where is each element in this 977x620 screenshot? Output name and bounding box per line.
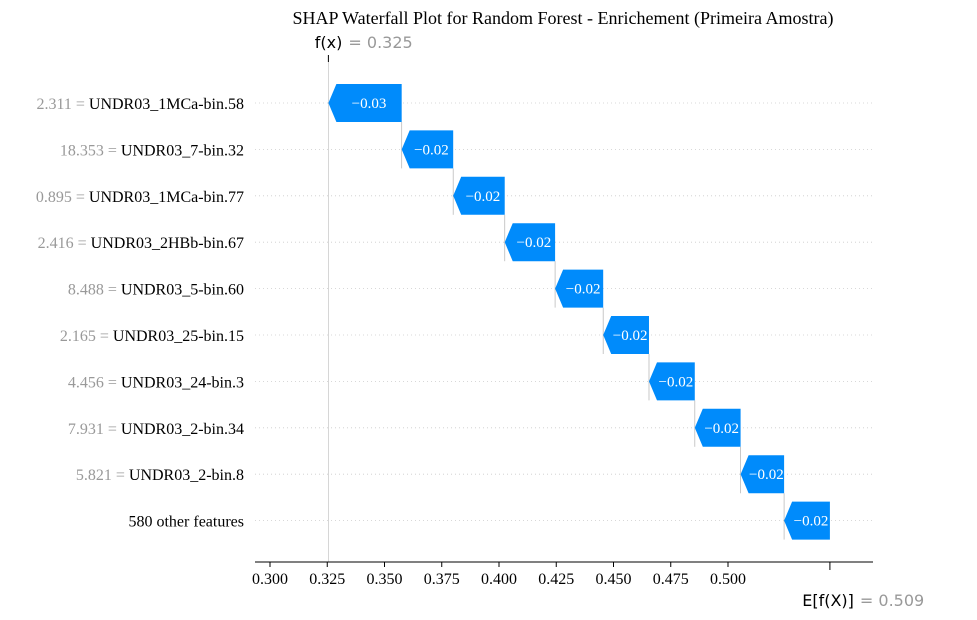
feature-value: 2.165 = bbox=[60, 328, 113, 345]
feature-name: UNDR03_2-bin.34 bbox=[121, 421, 244, 438]
bar-value-label: −0.02 bbox=[517, 235, 552, 251]
shap-bar bbox=[453, 176, 505, 215]
feature-label: 580 other features bbox=[128, 514, 244, 531]
x-tick-label: 0.400 bbox=[481, 571, 517, 588]
x-tick-label: 0.375 bbox=[424, 571, 460, 588]
feature-value: 18.353 = bbox=[60, 142, 121, 159]
chart-title: SHAP Waterfall Plot for Random Forest - … bbox=[293, 8, 834, 29]
efx-label: E[f(X)] bbox=[802, 591, 854, 610]
shap-bar bbox=[603, 316, 649, 354]
x-tick-label: 0.475 bbox=[653, 571, 689, 588]
feature-name: UNDR03_1MCa-bin.58 bbox=[89, 96, 244, 113]
x-tick-label: 0.350 bbox=[367, 571, 403, 588]
shap-bar bbox=[784, 501, 830, 540]
bars: −0.03 −0.02 −0.02 −0.02 −0.02 −0.02 −0.02 −0.02… bbox=[328, 84, 830, 540]
bar-value-label: −0.02 bbox=[704, 421, 739, 437]
feature-name: UNDR03_2HBb-bin.67 bbox=[91, 235, 244, 252]
x-tick-label: 0.500 bbox=[710, 571, 746, 588]
fx-label: f(x) bbox=[315, 33, 343, 52]
feature-label: 7.931 = UNDR03_2-bin.34 bbox=[68, 421, 244, 438]
bar-value-label: −0.03 bbox=[352, 96, 387, 112]
x-tick-label: 0.425 bbox=[538, 571, 574, 588]
x-tick-label: 0.450 bbox=[596, 571, 632, 588]
bar-value-label: −0.02 bbox=[414, 142, 449, 158]
feature-label: 2.165 = UNDR03_25-bin.15 bbox=[60, 328, 244, 345]
feature-value: 4.456 = bbox=[68, 374, 121, 391]
feature-value: 5.821 = bbox=[76, 467, 129, 484]
feature-name: UNDR03_1MCa-bin.77 bbox=[89, 189, 244, 206]
x-tick-label: 0.325 bbox=[309, 571, 345, 588]
feature-label: 2.311 = UNDR03_1MCa-bin.58 bbox=[36, 96, 244, 113]
feature-value: 0.895 = bbox=[36, 189, 89, 206]
shap-bar bbox=[504, 223, 556, 262]
feature-value: 2.416 = bbox=[38, 235, 91, 252]
feature-name: 580 other features bbox=[128, 514, 244, 531]
bar-value-label: −0.02 bbox=[613, 328, 648, 344]
shap-bar bbox=[694, 408, 741, 447]
feature-label: 18.353 = UNDR03_7-bin.32 bbox=[60, 142, 244, 159]
shap-bar bbox=[328, 84, 402, 122]
reference-lines bbox=[327, 55, 831, 570]
feature-name: UNDR03_2-bin.8 bbox=[129, 467, 244, 484]
bar-value-label: −0.02 bbox=[749, 467, 784, 483]
x-tick-label: 0.300 bbox=[252, 571, 288, 588]
feature-name: UNDR03_7-bin.32 bbox=[121, 142, 244, 159]
feature-name: UNDR03_24-bin.3 bbox=[121, 374, 244, 391]
fx-value: = 0.325 bbox=[348, 33, 412, 52]
feature-label: 2.416 = UNDR03_2HBb-bin.67 bbox=[38, 235, 244, 252]
shap-bar bbox=[555, 269, 604, 308]
efx-annotation: E[f(X)] = 0.509 bbox=[802, 591, 924, 610]
bar-value-label: −0.02 bbox=[794, 514, 829, 530]
feature-value: 7.931 = bbox=[68, 421, 121, 438]
feature-labels: 2.311 = UNDR03_1MCa-bin.58 18.353 = UNDR0… bbox=[36, 96, 244, 531]
x-axis: 0.300 0.325 0.350 0.375 0.400 0.425 0.450 0.475… bbox=[252, 561, 873, 588]
bar-value-label: −0.02 bbox=[466, 189, 501, 205]
feature-label: 5.821 = UNDR03_2-bin.8 bbox=[76, 467, 244, 484]
fx-annotation: f(x) = 0.325 bbox=[315, 33, 413, 52]
bar-value-label: −0.02 bbox=[566, 282, 601, 298]
shap-bar bbox=[401, 130, 454, 169]
shap-bar bbox=[648, 362, 695, 401]
shap-bar bbox=[740, 455, 785, 494]
efx-value: = 0.509 bbox=[860, 591, 924, 610]
feature-label: 8.488 = UNDR03_5-bin.60 bbox=[68, 282, 244, 299]
bar-value-label: −0.02 bbox=[659, 374, 694, 390]
feature-name: UNDR03_5-bin.60 bbox=[121, 282, 244, 299]
feature-value: 2.311 = bbox=[36, 96, 88, 113]
feature-label: 4.456 = UNDR03_24-bin.3 bbox=[68, 374, 244, 391]
feature-name: UNDR03_25-bin.15 bbox=[113, 328, 244, 345]
feature-value: 8.488 = bbox=[68, 282, 121, 299]
feature-label: 0.895 = UNDR03_1MCa-bin.77 bbox=[36, 189, 244, 206]
